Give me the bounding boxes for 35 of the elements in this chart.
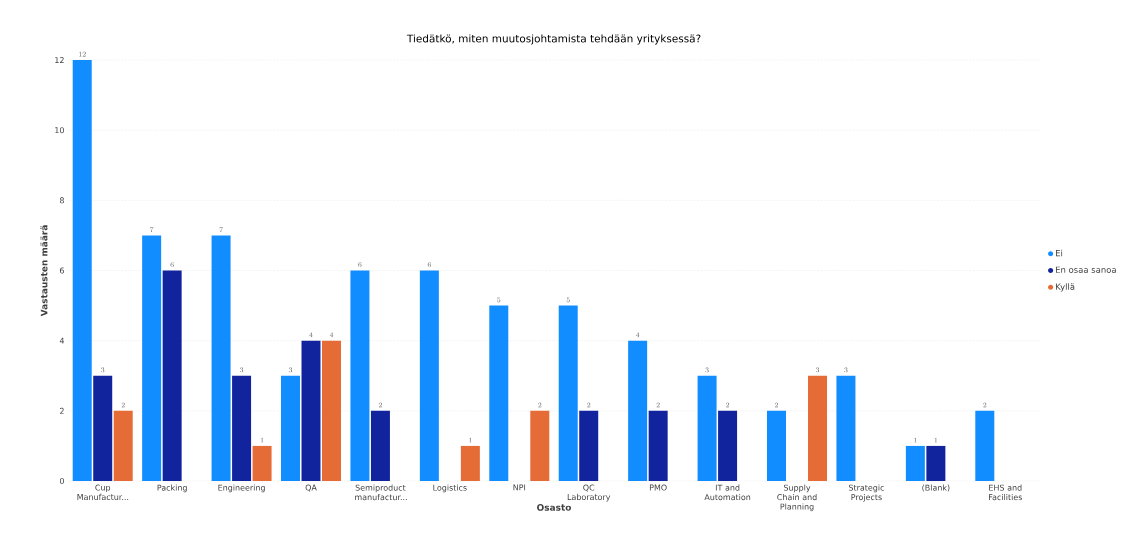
bar (281, 375, 300, 481)
legend-label: Kyllä (1055, 283, 1075, 292)
bar (767, 410, 787, 481)
bar (648, 410, 668, 481)
bar (142, 235, 162, 481)
bar (93, 375, 113, 481)
bar (905, 445, 925, 481)
bar (301, 340, 321, 481)
bar (162, 270, 182, 481)
bar (370, 410, 390, 481)
bar (232, 375, 252, 481)
bar (113, 410, 133, 481)
legend-label: En osaa sanoa (1055, 266, 1116, 273)
chart-title: Tiedätkö, miten muutosjohtamista tehdään yrityksessä? (406, 34, 701, 45)
bar (72, 60, 92, 481)
bar (836, 375, 856, 481)
bar (419, 270, 439, 481)
bar (211, 235, 231, 481)
legend-label: Ei (1055, 249, 1063, 257)
bar (808, 375, 828, 481)
bar (628, 340, 648, 481)
bar (579, 410, 599, 481)
y-axis-title: Vastausten määrä (40, 225, 48, 317)
bar (322, 340, 341, 481)
bar (530, 410, 550, 481)
bar (975, 410, 995, 481)
bar (252, 445, 272, 481)
bar (926, 445, 946, 481)
x-axis-title: Osasto (537, 504, 572, 511)
bar (489, 305, 509, 481)
bar (697, 375, 717, 481)
bar (718, 410, 738, 481)
bar (558, 305, 578, 481)
bar (460, 445, 480, 481)
bar (350, 270, 370, 481)
